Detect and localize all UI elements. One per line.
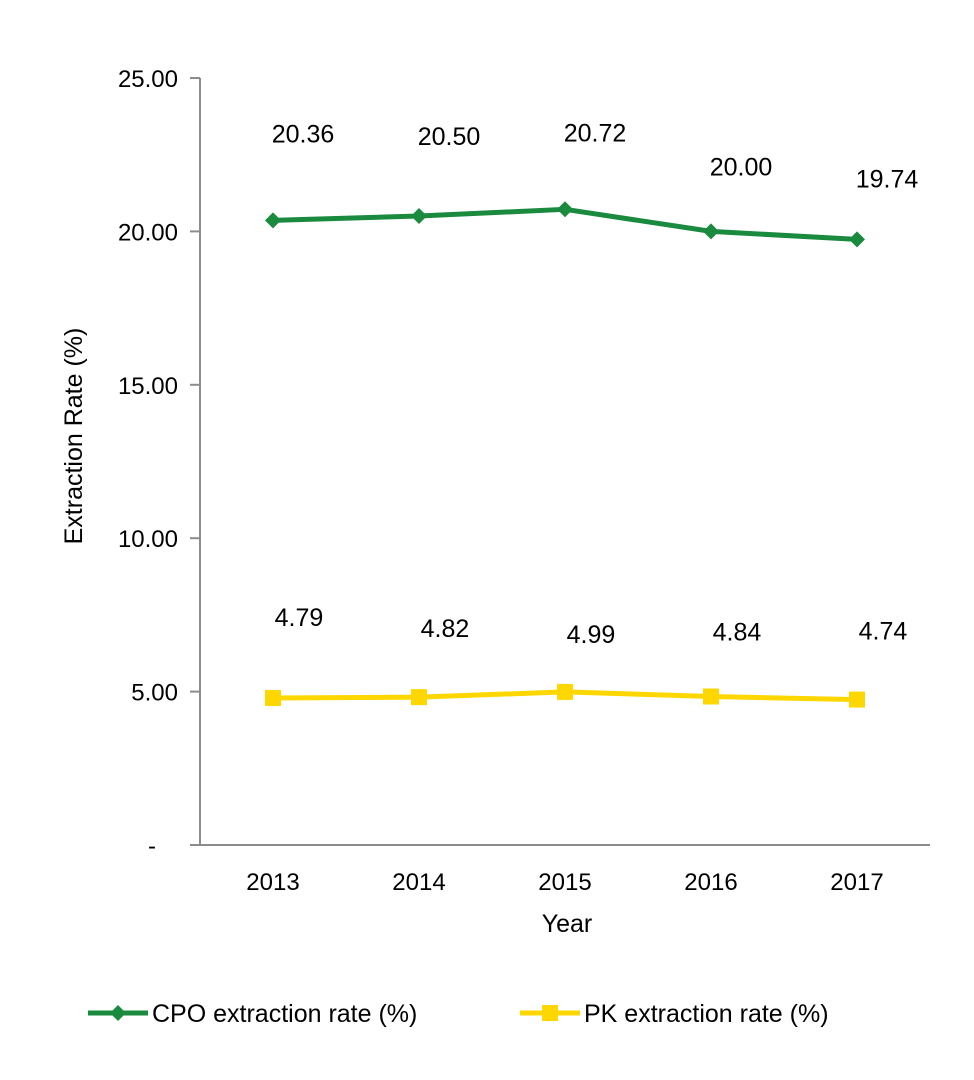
- data-label: 20.72: [564, 119, 627, 147]
- data-point: [849, 691, 865, 708]
- x-axis-title: Year: [542, 910, 593, 938]
- data-point: [849, 231, 865, 248]
- data-point: [703, 223, 719, 240]
- data-label: 20.36: [272, 120, 335, 148]
- legend-marker: [542, 1005, 558, 1021]
- x-tick-label: 2016: [684, 869, 737, 896]
- y-axis-title: Extraction Rate (%): [60, 328, 88, 545]
- data-point: [557, 201, 573, 218]
- x-tick-label: 2017: [830, 869, 883, 896]
- series-cpo: 20.36 20.50 20.72 20.00 19.74: [265, 119, 919, 248]
- data-point: [411, 208, 427, 225]
- data-point: [557, 683, 573, 700]
- x-tick-label: 2015: [538, 869, 591, 896]
- legend-item: PK extraction rate (%): [520, 1000, 829, 1028]
- y-tick-label: -: [148, 833, 156, 860]
- data-label: 20.00: [710, 153, 773, 181]
- data-label: 19.74: [856, 165, 919, 193]
- data-label: 4.84: [713, 619, 762, 647]
- data-label: 4.82: [421, 615, 470, 643]
- series-layer: 20.36 20.50 20.72 20.00 19.74 4.79 4.82 4.99 4.8…: [265, 119, 919, 708]
- data-point: [703, 688, 719, 705]
- data-label: 4.79: [275, 604, 324, 632]
- y-tick-label: 25.00: [118, 66, 178, 93]
- legend-label: CPO extraction rate (%): [152, 1000, 417, 1028]
- data-label: 4.99: [567, 621, 616, 649]
- series-pk: 4.79 4.82 4.99 4.84 4.74: [265, 604, 907, 708]
- y-tick-label: 5.00: [131, 680, 178, 707]
- data-label: 4.74: [859, 618, 908, 646]
- x-tick-label: 2014: [392, 869, 445, 896]
- y-axis: - 5.00 10.00 15.00 20.00 25.00: [118, 66, 201, 860]
- x-axis: 2013 2014 2015 2016 2017: [190, 844, 930, 896]
- data-point: [411, 689, 427, 706]
- data-label: 20.50: [418, 123, 481, 151]
- y-tick-label: 20.00: [118, 219, 178, 246]
- legend: CPO extraction rate (%) PK extraction rat…: [88, 1000, 829, 1028]
- y-tick-label: 15.00: [118, 373, 178, 400]
- legend-item: CPO extraction rate (%): [88, 1000, 417, 1028]
- data-point: [265, 212, 281, 229]
- legend-label: PK extraction rate (%): [584, 1000, 829, 1028]
- y-tick-label: 10.00: [118, 526, 178, 553]
- legend-marker: [110, 1005, 126, 1021]
- x-tick-label: 2013: [246, 869, 299, 896]
- data-point: [265, 690, 281, 707]
